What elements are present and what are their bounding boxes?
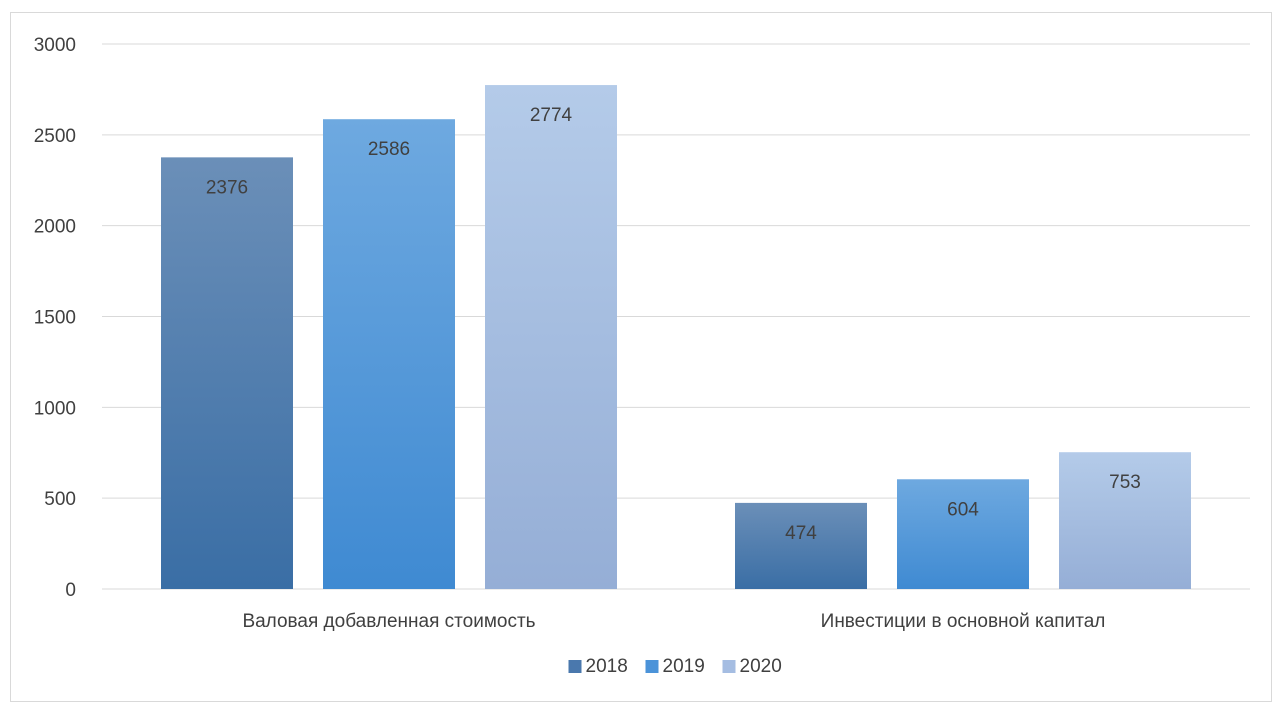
y-axis-ticks: 0 500 1000 1500 2000 2500 3000: [34, 35, 76, 601]
y-tick-label: 1000: [34, 398, 76, 419]
data-label: 604: [947, 499, 979, 520]
y-tick-label: 500: [44, 489, 76, 510]
data-label: 753: [1109, 472, 1141, 493]
legend-swatch-2018: [568, 660, 582, 673]
legend-swatch-2019: [645, 660, 659, 673]
y-tick-label: 0: [65, 580, 76, 601]
legend: 2018 2019 2020: [568, 656, 782, 677]
x-axis-categories: Валовая добавленная стоимость Инвестиции …: [242, 611, 1105, 632]
bar-2020-1: [1059, 452, 1191, 589]
x-category-label: Инвестиции в основной капитал: [821, 611, 1106, 632]
bar-2020-0: [485, 85, 617, 589]
bar-2019-1: [897, 479, 1029, 589]
legend-swatch-2020: [722, 660, 736, 673]
gridlines: [102, 43, 1250, 590]
y-tick-label: 3000: [34, 35, 76, 56]
x-category-label: Валовая добавленная стоимость: [242, 611, 535, 632]
bar-2018-1: [735, 502, 867, 589]
data-label: 2376: [206, 177, 248, 198]
y-tick-label: 2000: [34, 217, 76, 238]
bars: [161, 85, 1191, 590]
legend-label: 2018: [586, 656, 628, 677]
y-tick-label: 2500: [34, 126, 76, 147]
data-labels: 2376 2586 2774 474 604 753: [206, 105, 1141, 544]
y-tick-label: 1500: [34, 308, 76, 329]
bar-2019-0: [323, 119, 455, 590]
legend-label: 2019: [663, 656, 705, 677]
bar-2018-0: [161, 157, 293, 590]
data-label: 2774: [530, 105, 573, 126]
data-label: 2586: [368, 139, 410, 160]
legend-label: 2020: [740, 656, 782, 677]
data-label: 474: [785, 523, 817, 544]
